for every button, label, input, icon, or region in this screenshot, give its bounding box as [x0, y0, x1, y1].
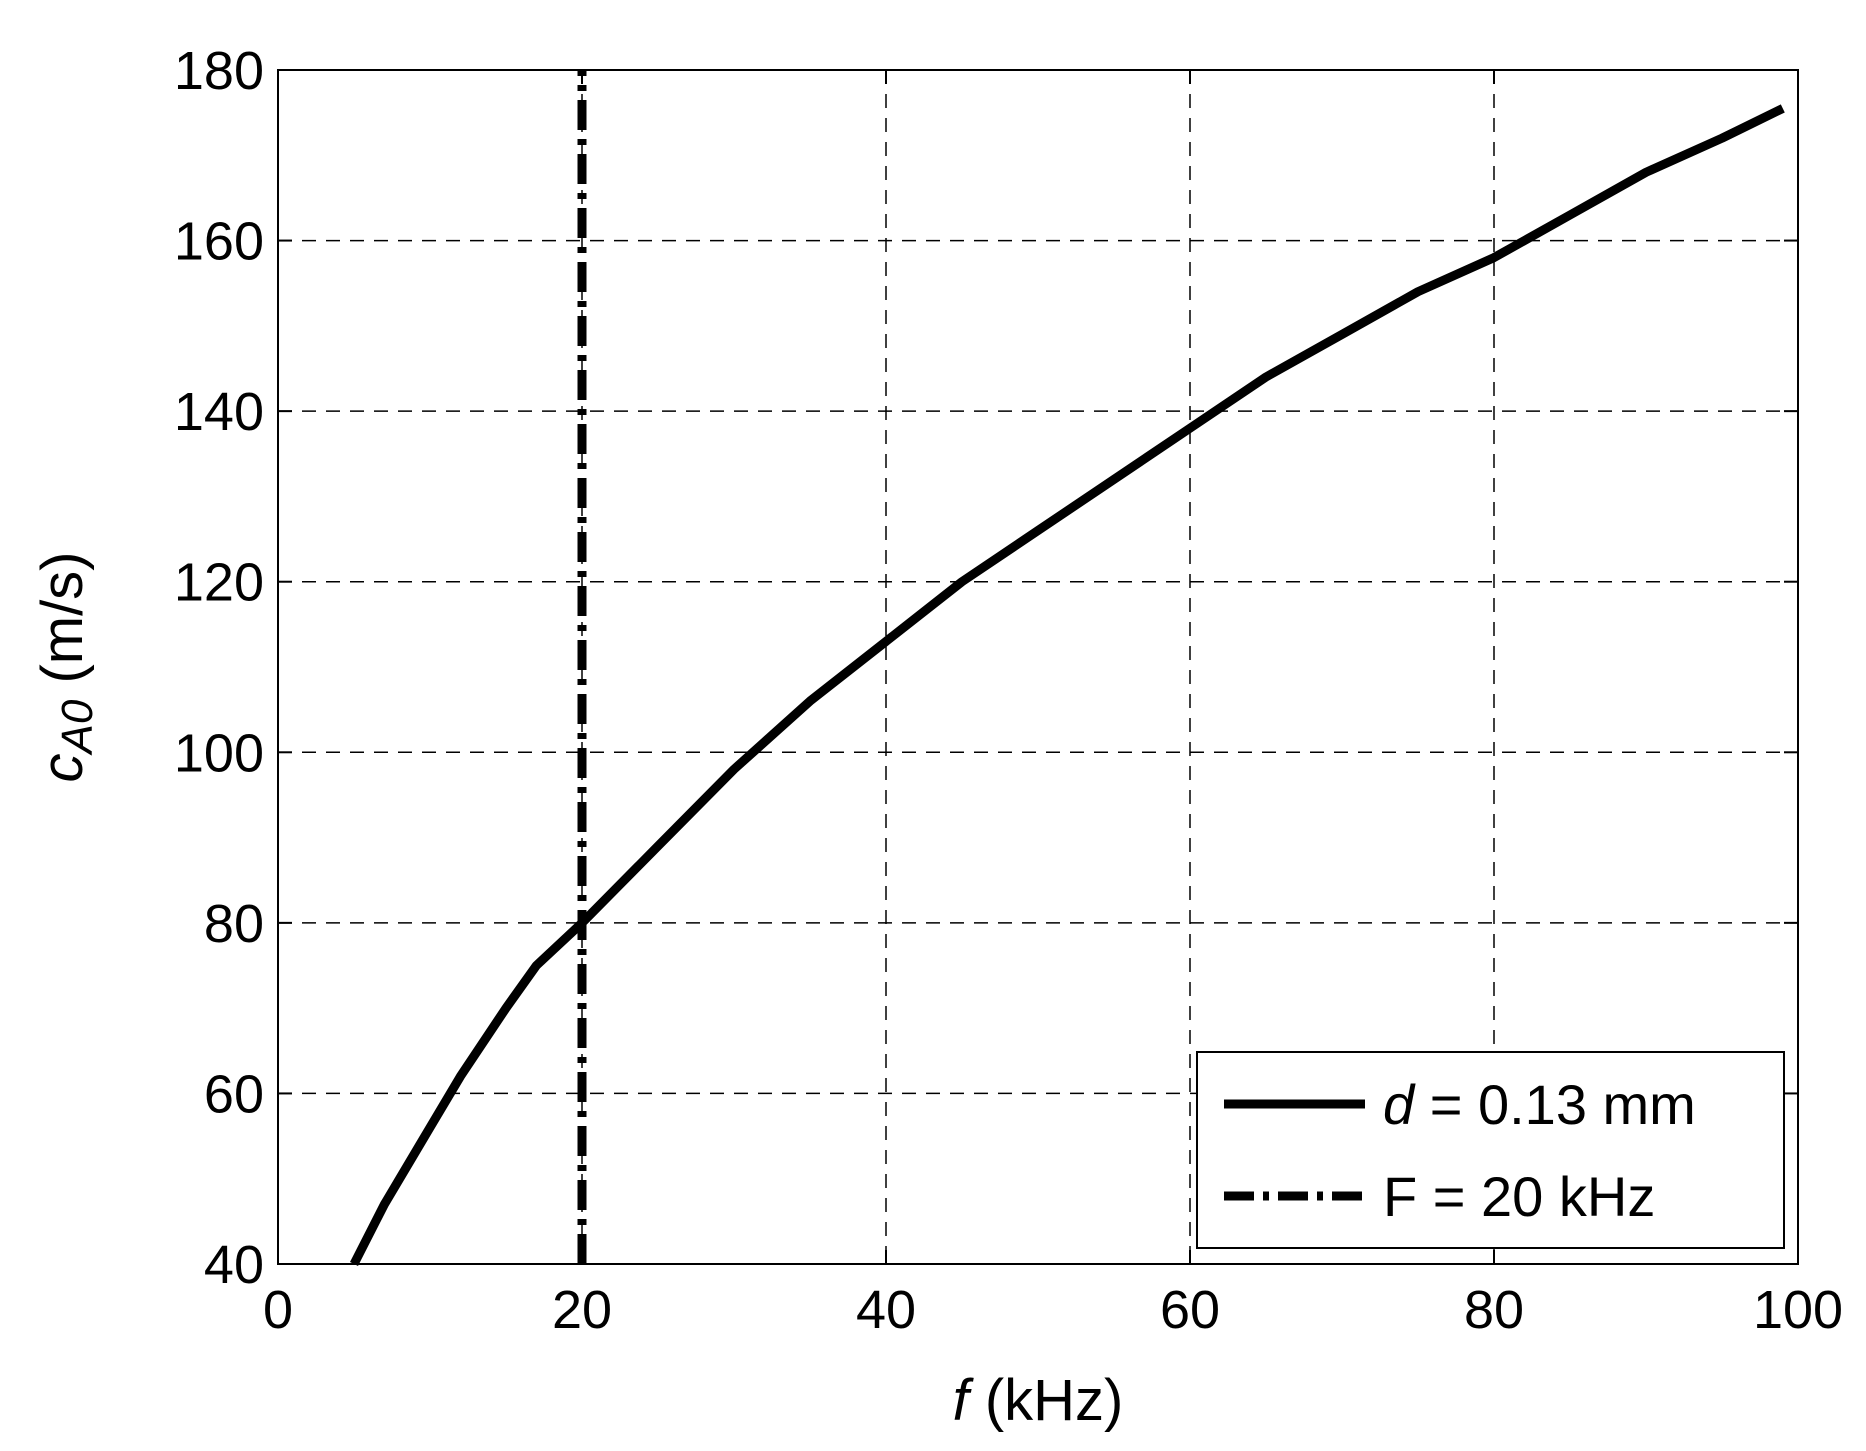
legend-entry-d-text: = 0.13 mm: [1414, 1073, 1696, 1136]
x-tick-label: 80: [1464, 1280, 1524, 1340]
x-tick-label: 60: [1160, 1280, 1220, 1340]
x-axis-label: f (kHz): [953, 1368, 1124, 1433]
y-tick-label: 60: [204, 1064, 264, 1124]
plot-frame: [277, 69, 1799, 1265]
y-axis-symbol: c: [30, 754, 95, 783]
y-tick-label: 80: [204, 894, 264, 954]
x-tick-label: 100: [1753, 1280, 1843, 1340]
x-axis-unit: (kHz): [969, 1368, 1124, 1433]
ticks: 0 20 40 60 80 100 40 60 80 100 120 140 160 180: [174, 41, 1843, 1340]
x-tick-label: 20: [552, 1280, 612, 1340]
y-tick-label: 160: [174, 212, 264, 272]
legend-entry-d-symbol: d: [1383, 1073, 1416, 1136]
y-axis-unit: (m/s): [30, 552, 95, 700]
y-tick-label: 120: [174, 553, 264, 613]
legend: d = 0.13 mm F = 20 kHz: [1196, 1051, 1785, 1249]
x-tick-label: 40: [856, 1280, 916, 1340]
y-tick-label: 40: [204, 1235, 264, 1295]
y-tick-label: 100: [174, 723, 264, 783]
y-tick-label: 180: [174, 41, 264, 101]
y-axis-subscript: A0: [53, 699, 102, 756]
legend-entry-f: F = 20 kHz: [1383, 1165, 1655, 1228]
legend-box: [1196, 1051, 1785, 1249]
x-tick-label: 0: [263, 1280, 293, 1340]
y-tick-label: 140: [174, 382, 264, 442]
legend-entry-d: d = 0.13 mm: [1383, 1073, 1696, 1136]
series-layer: [349, 70, 1785, 1267]
series-line-d: [349, 104, 1785, 1267]
legend-entry-f-text: F = 20 kHz: [1383, 1165, 1655, 1228]
y-axis-label: cA0 (m/s): [30, 552, 102, 783]
